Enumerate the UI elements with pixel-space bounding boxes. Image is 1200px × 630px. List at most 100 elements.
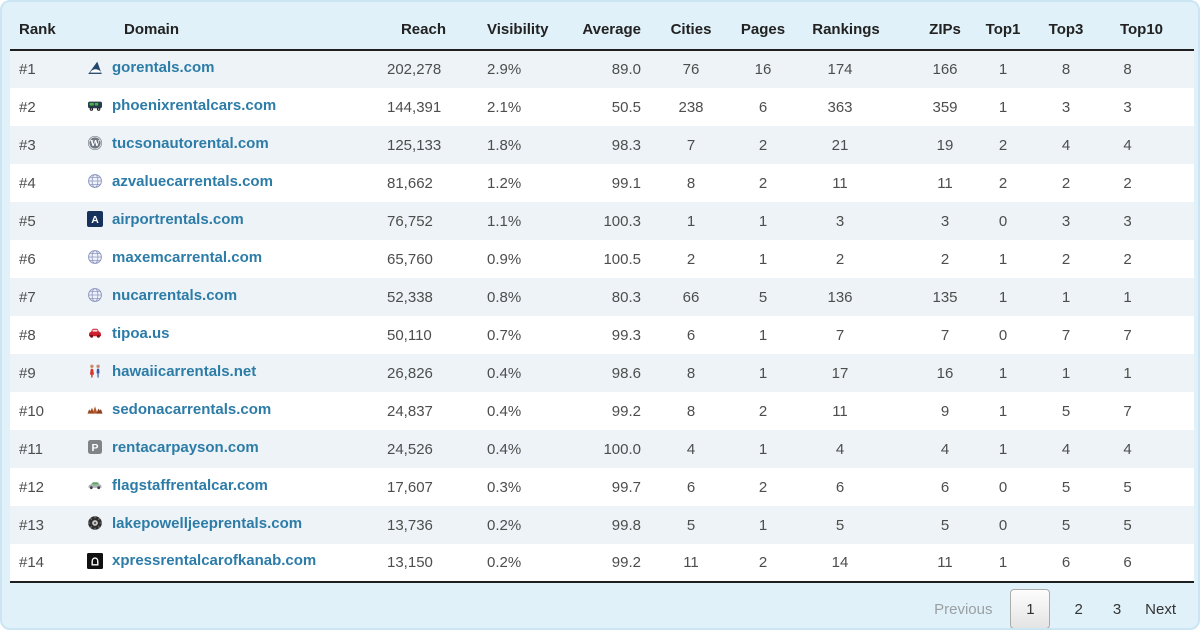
- cell-domain: sedonacarrentals.com: [76, 392, 348, 430]
- domain-ranking-table: Rank Domain Reach Visibility Average Cit…: [10, 10, 1194, 583]
- cell-average: 99.3: [611, 326, 641, 344]
- cell-top10: 5: [1123, 516, 1132, 534]
- cell-top10: 1: [1123, 288, 1132, 306]
- cell-domain: gorentals.com: [76, 50, 348, 88]
- column-header-cities: Cities: [643, 10, 739, 51]
- cell-top3: 4: [1061, 440, 1071, 458]
- cell-domain: phoenixrentalcars.com: [76, 88, 348, 126]
- cell-rank: #12: [19, 478, 45, 496]
- cell-top3: 2: [1061, 250, 1071, 268]
- table-header: Rank Domain Reach Visibility Average Cit…: [10, 10, 1194, 51]
- cell-cities: 76: [682, 61, 700, 78]
- domain-link[interactable]: airportrentals.com: [112, 210, 244, 228]
- cell-top3: 4: [1061, 136, 1071, 154]
- cell-reach: 202,278: [387, 61, 442, 78]
- table-row: #7 nucarrentals.com 52,338 0.8% 80.3 66 5 136 13…: [10, 278, 1194, 316]
- domain-link[interactable]: hawaiicarrentals.net: [112, 362, 257, 380]
- domain-link[interactable]: maxemcarrental.com: [112, 248, 263, 266]
- domain-link[interactable]: flagstaffrentalcar.com: [112, 476, 268, 494]
- cell-pages: 1: [758, 212, 768, 230]
- cell-rankings: 3: [835, 212, 845, 230]
- cell-reach: 144,391: [387, 98, 442, 116]
- cell-top1: 1: [998, 250, 1008, 268]
- cell-top1: 2: [998, 136, 1008, 154]
- column-header-rankings: Rankings: [787, 10, 905, 51]
- cell-reach: 17,607: [387, 478, 433, 496]
- table-row: #14 xpressrentalcarofkanab.com 13,150 0.2% 9…: [10, 544, 1194, 583]
- cell-zips: 359: [932, 98, 958, 116]
- cell-top10: 2: [1123, 250, 1132, 268]
- cell-cities: 8: [686, 402, 696, 420]
- cell-pages: 2: [758, 174, 768, 192]
- cell-average: 50.5: [611, 98, 641, 116]
- cell-top10: 8: [1123, 61, 1132, 78]
- cell-top10: 7: [1123, 326, 1132, 344]
- cell-zips: 9: [940, 402, 950, 420]
- cell-top1: 1: [998, 402, 1008, 420]
- table-body: #1 gorentals.com 202,278 2.9% 89.0 76 16 174 166…: [10, 50, 1194, 583]
- cell-rank: #5: [19, 212, 36, 230]
- cell-rank: #11: [19, 440, 43, 458]
- cell-visibility: 2.9%: [487, 61, 522, 78]
- pagination-page-3-button[interactable]: 3: [1112, 600, 1122, 618]
- cell-domain: flagstaffrentalcar.com: [76, 468, 348, 506]
- pagination-previous-button[interactable]: Previous: [934, 600, 993, 618]
- pagination-page-1-button[interactable]: 1: [1010, 589, 1051, 628]
- cell-cities: 4: [686, 440, 696, 458]
- cell-average: 99.2: [611, 402, 641, 420]
- domain-link[interactable]: azvaluecarrentals.com: [112, 172, 273, 190]
- cell-reach: 13,736: [387, 516, 433, 534]
- cell-visibility: 0.2%: [487, 516, 522, 534]
- cell-pages: 1: [758, 364, 768, 382]
- red-car-favicon-icon: [87, 325, 103, 341]
- cell-zips: 6: [940, 478, 950, 496]
- domain-link[interactable]: tucsonautorental.com: [112, 134, 269, 152]
- cell-pages: 2: [758, 478, 768, 496]
- cell-top3: 3: [1061, 98, 1071, 116]
- airport-a-favicon-icon: A: [87, 211, 103, 228]
- cell-reach: 81,662: [387, 174, 433, 192]
- domain-link[interactable]: sedonacarrentals.com: [112, 400, 272, 418]
- domain-link[interactable]: xpressrentalcarofkanab.com: [112, 552, 317, 570]
- cell-top1: 1: [998, 98, 1008, 116]
- cell-top1: 2: [998, 174, 1008, 192]
- cell-cities: 6: [686, 326, 696, 344]
- pagination-next-button[interactable]: Next: [1145, 600, 1176, 618]
- domain-cell: tipoa.us: [87, 325, 170, 342]
- cell-rankings: 7: [835, 326, 845, 344]
- cell-cities: 8: [686, 364, 696, 382]
- domain-cell: gorentals.com: [87, 59, 215, 76]
- cell-zips: 4: [940, 440, 950, 458]
- cell-top10: 1: [1123, 364, 1132, 382]
- table-row: #10 sedonacarrentals.com 24,837 0.4% 99.2 8 2 1…: [10, 392, 1194, 430]
- cell-top3: 5: [1061, 478, 1071, 496]
- domain-link[interactable]: tipoa.us: [112, 324, 170, 342]
- domain-link[interactable]: lakepowelljeeprentals.com: [112, 514, 303, 532]
- pagination-page-2-button[interactable]: 2: [1074, 600, 1083, 618]
- cell-domain: hawaiicarrentals.net: [76, 354, 348, 392]
- cell-visibility: 0.8%: [487, 288, 522, 306]
- column-header-rank: Rank: [10, 10, 76, 51]
- cell-reach: 125,133: [387, 136, 442, 154]
- domain-link[interactable]: gorentals.com: [112, 59, 215, 77]
- cell-zips: 3: [940, 212, 950, 230]
- domain-link[interactable]: nucarrentals.com: [112, 286, 238, 304]
- cell-domain: lakepowelljeeprentals.com: [76, 506, 348, 544]
- cell-zips: 11: [905, 544, 985, 583]
- cell-rankings: 2: [835, 250, 845, 268]
- cell-average: 99.2: [579, 544, 643, 583]
- cell-domain: tipoa.us: [76, 316, 348, 354]
- cell-cities: 7: [686, 136, 696, 154]
- cell-visibility: 0.3%: [487, 478, 522, 496]
- table-row: #4 azvaluecarrentals.com 81,662 1.2% 99.1 8 2 1…: [10, 164, 1194, 202]
- cell-pages: 1: [758, 250, 768, 268]
- cell-top3: 1: [1061, 364, 1071, 382]
- people-favicon-icon: [87, 363, 103, 379]
- cell-domain: xpressrentalcarofkanab.com: [76, 544, 348, 583]
- cell-average: 99.7: [611, 478, 641, 496]
- column-header-zips: ZIPs: [905, 10, 985, 51]
- domain-link[interactable]: phoenixrentalcars.com: [112, 96, 277, 114]
- cell-visibility: 1.2%: [487, 174, 522, 192]
- domain-link[interactable]: rentacarpayson.com: [112, 438, 259, 456]
